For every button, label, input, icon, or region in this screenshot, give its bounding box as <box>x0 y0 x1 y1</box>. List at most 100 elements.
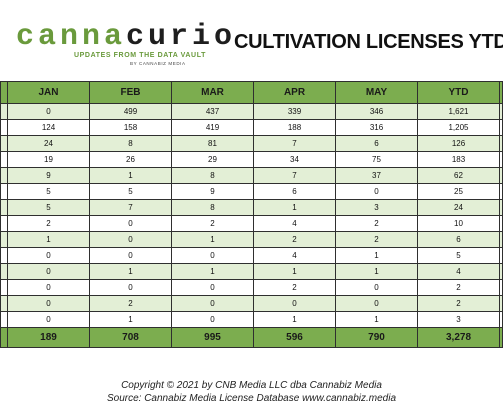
table-cell: 0 <box>171 279 254 296</box>
row-stub-cell <box>0 119 8 136</box>
logo-byline: BY CANNABIZ MEDIA <box>130 61 186 66</box>
table-cell: 6 <box>253 183 336 200</box>
total-cell: 790 <box>335 327 418 348</box>
table-cell: 4 <box>253 247 336 264</box>
row-stub-cell <box>0 215 8 232</box>
table-row: 9 1 8 7 37 62 <box>0 167 503 184</box>
row-tail-cell <box>499 295 503 312</box>
row-tail-cell <box>499 327 503 348</box>
table-body: 0 499 437 339 346 1,621 124 158 419 188 316 1,205 24… <box>0 103 503 328</box>
row-stub-cell <box>0 311 8 328</box>
table-cell: 188 <box>253 119 336 136</box>
totals-row: 189 708 995 596 790 3,278 <box>0 327 503 348</box>
table-cell: 183 <box>417 151 500 168</box>
table-cell: 19 <box>7 151 90 168</box>
table-cell: 419 <box>171 119 254 136</box>
row-stub-cell <box>0 231 8 248</box>
row-stub-cell <box>0 247 8 264</box>
row-stub-cell <box>0 81 8 104</box>
row-stub-cell <box>0 135 8 152</box>
column-header-jan: JAN <box>7 81 90 104</box>
table-cell: 2 <box>335 231 418 248</box>
table-cell: 2 <box>253 231 336 248</box>
table-cell: 8 <box>171 199 254 216</box>
table-cell: 5 <box>7 199 90 216</box>
table-cell: 0 <box>7 279 90 296</box>
table-row: 5 7 8 1 3 24 <box>0 199 503 216</box>
row-tail-cell <box>499 119 503 136</box>
table-cell: 5 <box>89 183 172 200</box>
table-cell: 4 <box>417 263 500 280</box>
table-cell: 2 <box>7 215 90 232</box>
total-cell: 995 <box>171 327 254 348</box>
row-tail-cell <box>499 151 503 168</box>
table-cell: 24 <box>7 135 90 152</box>
table-cell: 0 <box>7 311 90 328</box>
table-cell: 2 <box>89 295 172 312</box>
table-cell: 316 <box>335 119 418 136</box>
cannacurio-logo: cannacurio UPDATES FROM THE DATA VAULT B… <box>16 20 232 66</box>
table-cell: 0 <box>89 215 172 232</box>
header-row: JAN FEB MAR APR MAY YTD <box>0 81 503 104</box>
row-stub-cell <box>0 151 8 168</box>
table-cell: 24 <box>417 199 500 216</box>
row-stub-cell <box>0 103 8 120</box>
row-tail-cell <box>499 279 503 296</box>
table-cell: 499 <box>89 103 172 120</box>
column-header-may: MAY <box>335 81 418 104</box>
table-cell: 1 <box>253 311 336 328</box>
table-cell: 5 <box>417 247 500 264</box>
logo-word-part1: canna <box>16 20 127 54</box>
licenses-table: JAN FEB MAR APR MAY YTD 0 499 437 339 346 1,621 124… <box>0 81 503 348</box>
row-tail-cell <box>499 183 503 200</box>
row-tail-cell <box>499 311 503 328</box>
row-stub-cell <box>0 295 8 312</box>
table-row: 24 8 81 7 6 126 <box>0 135 503 152</box>
table-cell: 1 <box>89 263 172 280</box>
table-cell: 29 <box>171 151 254 168</box>
table-row: 0 499 437 339 346 1,621 <box>0 103 503 120</box>
table-cell: 158 <box>89 119 172 136</box>
table-cell: 2 <box>417 295 500 312</box>
column-header-mar: MAR <box>171 81 254 104</box>
total-cell: 189 <box>7 327 90 348</box>
table-cell: 7 <box>89 199 172 216</box>
table-cell: 1,205 <box>417 119 500 136</box>
row-tail-cell <box>499 263 503 280</box>
row-stub-cell <box>0 199 8 216</box>
table-cell: 34 <box>253 151 336 168</box>
row-tail-cell <box>499 199 503 216</box>
table-cell: 0 <box>335 183 418 200</box>
logo-tagline: UPDATES FROM THE DATA VAULT <box>74 52 206 59</box>
table-cell: 9 <box>7 167 90 184</box>
column-header-ytd: YTD <box>417 81 500 104</box>
column-header-feb: FEB <box>89 81 172 104</box>
table-cell: 0 <box>89 247 172 264</box>
row-tail-cell <box>499 81 503 104</box>
table-cell: 0 <box>171 311 254 328</box>
table-cell: 0 <box>171 295 254 312</box>
table-cell: 25 <box>417 183 500 200</box>
table-row: 2 0 2 4 2 10 <box>0 215 503 232</box>
table-cell: 2 <box>171 215 254 232</box>
table-cell: 437 <box>171 103 254 120</box>
table-cell: 0 <box>7 295 90 312</box>
table-cell: 1 <box>335 263 418 280</box>
table-cell: 81 <box>171 135 254 152</box>
table-cell: 1 <box>89 167 172 184</box>
table-cell: 1 <box>335 247 418 264</box>
table-cell: 339 <box>253 103 336 120</box>
table-cell: 5 <box>7 183 90 200</box>
table-cell: 9 <box>171 183 254 200</box>
row-stub-cell <box>0 183 8 200</box>
table-cell: 6 <box>335 135 418 152</box>
table-cell: 1 <box>253 263 336 280</box>
table-cell: 126 <box>417 135 500 152</box>
table-cell: 0 <box>7 263 90 280</box>
table-cell: 1 <box>171 231 254 248</box>
table-cell: 0 <box>335 279 418 296</box>
